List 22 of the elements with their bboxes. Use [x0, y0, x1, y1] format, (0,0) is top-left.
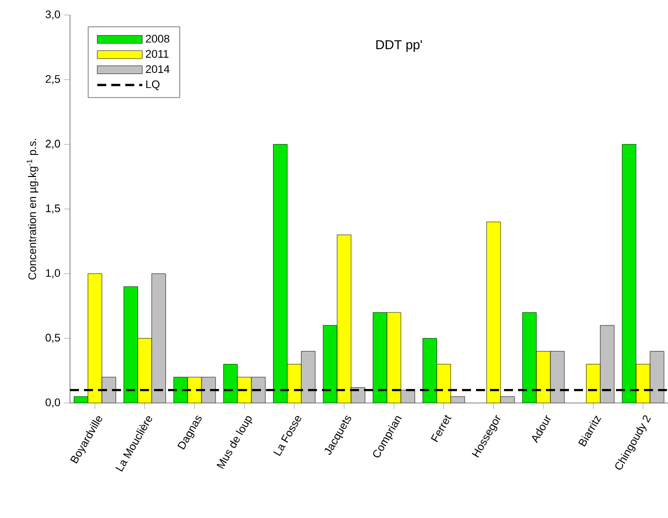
y-tick-label: 3,0 [46, 10, 60, 20]
legend-label: 2011 [146, 50, 168, 58]
text: DDT pp' [376, 40, 422, 52]
y-tick-label: 0,5 [46, 334, 60, 343]
y-tick-label: 1,5 [46, 204, 60, 214]
y-axis-title: Concentration en µg.kg$^{-1}$ p.s. [26, 138, 38, 280]
y-tick-label: 1,0 [46, 269, 60, 278]
bar [88, 274, 102, 403]
y-tick-label: 2,5 [46, 75, 60, 84]
legend-label: 2008 [146, 34, 170, 43]
bar [586, 364, 600, 403]
bar [138, 338, 152, 403]
bar [536, 351, 550, 403]
bar [386, 312, 401, 403]
y-tick-label: 0,0 [46, 398, 60, 408]
y-tick-label: 2,0 [46, 140, 60, 149]
bar [337, 234, 352, 403]
bar [287, 364, 302, 403]
legend-label: 2014 [146, 65, 170, 73]
legend-label: LQ [146, 80, 160, 90]
bar [486, 222, 501, 403]
bar [436, 364, 451, 403]
